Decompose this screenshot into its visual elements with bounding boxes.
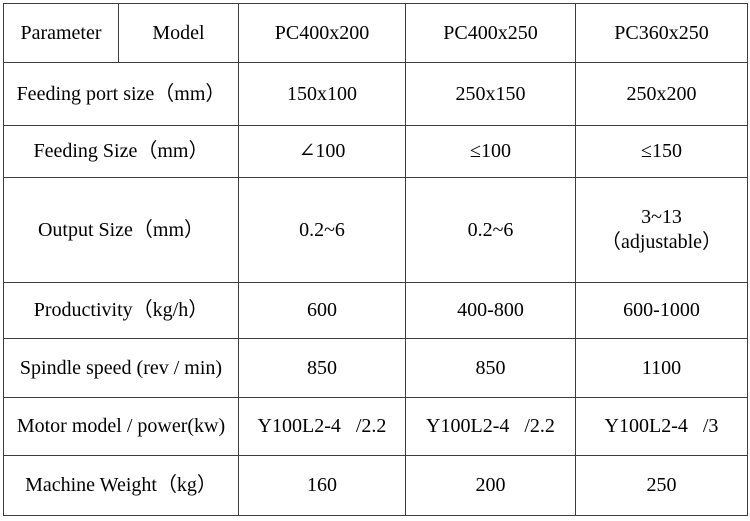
value-spindle-speed-pc360x250: 1100 [575, 338, 748, 398]
value-machine-weight-pc400x200: 160 [238, 455, 406, 516]
label-feeding-size: Feeding Size（mm） [3, 125, 239, 178]
value-output-size-pc400x200: 0.2~6 [238, 177, 406, 283]
label-machine-weight: Machine Weight（kg） [3, 455, 239, 516]
header-row: Parameter Model PC400x200 PC400x250 PC36… [3, 3, 748, 63]
value-productivity-pc400x200: 600 [238, 282, 406, 339]
label-motor-model-power: Motor model / power(kw) [3, 397, 239, 456]
row-spindle-speed: Spindle speed (rev / min) 850 850 1100 [3, 338, 748, 398]
row-productivity: Productivity（kg/h） 600 400-800 600-1000 [3, 282, 748, 339]
value-productivity-pc400x250: 400-800 [405, 282, 576, 339]
value-spindle-speed-pc400x200: 850 [238, 338, 406, 398]
value-machine-weight-pc360x250: 250 [575, 455, 748, 516]
value-output-size-pc360x250: 3~13 （adjustable） [575, 177, 748, 283]
label-feeding-port-size: Feeding port size（mm） [3, 62, 239, 126]
value-motor-model-power-pc400x250: Y100L2-4 /2.2 [405, 397, 576, 456]
label-spindle-speed: Spindle speed (rev / min) [3, 338, 239, 398]
value-motor-model-power-pc360x250: Y100L2-4 /3 [575, 397, 748, 456]
header-parameter-cell: Parameter [3, 3, 119, 63]
value-feeding-size-pc400x200: ∠100 [238, 125, 406, 178]
label-output-size: Output Size（mm） [3, 177, 239, 283]
value-feeding-port-size-pc400x200: 150x100 [238, 62, 406, 126]
spec-table: Parameter Model PC400x200 PC400x250 PC36… [3, 3, 748, 516]
value-productivity-pc360x250: 600-1000 [575, 282, 748, 339]
label-productivity: Productivity（kg/h） [3, 282, 239, 339]
header-model-cell: Model [118, 3, 239, 63]
value-feeding-size-pc360x250: ≤150 [575, 125, 748, 178]
header-model-pc400x250: PC400x250 [405, 3, 576, 63]
value-output-size-pc400x250: 0.2~6 [405, 177, 576, 283]
row-motor-model-power: Motor model / power(kw) Y100L2-4 /2.2 Y1… [3, 397, 748, 456]
value-feeding-size-pc400x250: ≤100 [405, 125, 576, 178]
value-feeding-port-size-pc360x250: 250x200 [575, 62, 748, 126]
header-model-pc360x250: PC360x250 [575, 3, 748, 63]
row-output-size: Output Size（mm） 0.2~6 0.2~6 3~13 （adjust… [3, 177, 748, 283]
value-spindle-speed-pc400x250: 850 [405, 338, 576, 398]
row-feeding-port-size: Feeding port size（mm） 150x100 250x150 25… [3, 62, 748, 126]
value-machine-weight-pc400x250: 200 [405, 455, 576, 516]
row-feeding-size: Feeding Size（mm） ∠100 ≤100 ≤150 [3, 125, 748, 178]
row-machine-weight: Machine Weight（kg） 160 200 250 [3, 455, 748, 516]
header-model-pc400x200: PC400x200 [238, 3, 406, 63]
value-feeding-port-size-pc400x250: 250x150 [405, 62, 576, 126]
value-motor-model-power-pc400x200: Y100L2-4 /2.2 [238, 397, 406, 456]
